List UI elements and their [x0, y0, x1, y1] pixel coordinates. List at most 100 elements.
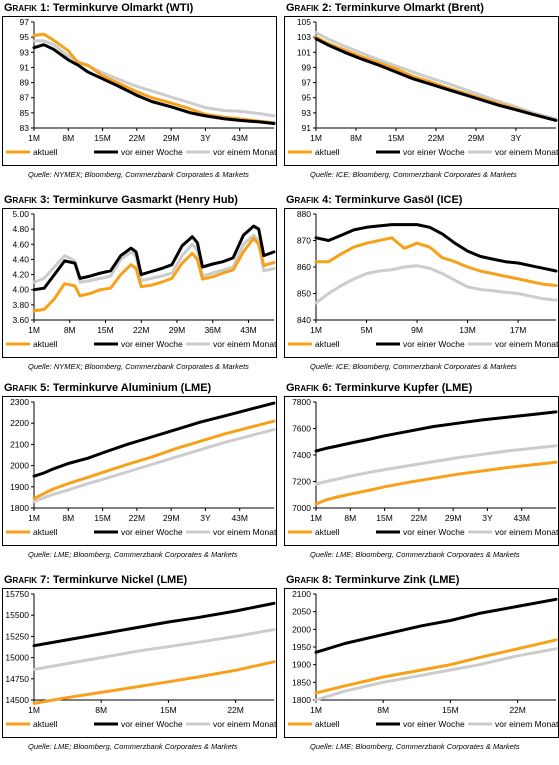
legend-label: vor einem Monat — [213, 527, 277, 537]
chart-panel-g8: Grafik 8: Terminkurve Zink (LME) 1800 1850… — [284, 572, 559, 760]
y-tick-label: 1900 — [292, 660, 311, 670]
x-tick-label: 1M — [28, 325, 40, 335]
x-tick-label: 43M — [231, 513, 248, 523]
y-tick-label: 95 — [302, 93, 312, 103]
chart-title: Grafik 8: Terminkurve Zink (LME) — [286, 574, 459, 586]
series-line-aktuell — [32, 419, 276, 500]
series-line-vor-einem-Monat — [314, 444, 558, 486]
y-tick-label: 99 — [302, 62, 312, 72]
x-tick-label: 1M — [28, 133, 40, 143]
chart-panel-g1: Grafik 1: Terminkurve Olmarkt (WTI) 83 85 8… — [2, 0, 277, 188]
title-separator: : — [328, 2, 335, 14]
x-tick-label: 15M — [388, 133, 405, 143]
grafik-number: 7 — [40, 574, 47, 586]
chart-svg: 7000 7200 7400 7600 7800 1M 8M 15M 22M 29M 3Y 43M ak… — [288, 397, 559, 537]
x-tick-label: 1M — [310, 325, 322, 335]
legend-label: vor einer Woche — [403, 719, 465, 729]
y-tick-label: 7200 — [292, 477, 311, 487]
chart-title-text: Terminkurve Nickel (LME) — [52, 574, 188, 586]
y-tick-label: 103 — [297, 32, 311, 42]
x-tick-label: 29M — [163, 513, 180, 523]
y-tick-label: 85 — [20, 108, 30, 118]
series-line-aktuell — [314, 638, 558, 695]
x-tick-label: 8M — [350, 133, 362, 143]
y-tick-label: 2300 — [10, 397, 29, 407]
chart-svg: 840 850 860 870 880 1M 5M 9M 13M 17M aktuell vor ei… — [288, 209, 559, 349]
series-line-vor-einer-Woche — [314, 223, 558, 273]
x-tick-label: 8M — [344, 513, 356, 523]
legend-label: vor einem Monat — [213, 719, 277, 729]
y-tick-label: 91 — [302, 123, 312, 133]
x-tick-label: 29M — [163, 133, 180, 143]
series-line-vor-einer-Woche — [314, 410, 558, 453]
y-tick-label: 4.80 — [12, 224, 29, 234]
x-tick-label: 29M — [169, 325, 186, 335]
y-tick-label: 89 — [20, 78, 30, 88]
y-tick-label: 93 — [302, 108, 312, 118]
legend-label: vor einer Woche — [121, 339, 183, 349]
y-tick-label: 1800 — [10, 503, 29, 513]
legend-label: aktuell — [33, 147, 58, 157]
y-tick-label: 1950 — [292, 642, 311, 652]
grafik-label: Grafik — [286, 382, 319, 394]
legend-label: aktuell — [315, 527, 340, 537]
chart-panel-g6: Grafik 6: Terminkurve Kupfer (LME) 7000 72… — [284, 380, 559, 568]
y-tick-label: 15500 — [5, 610, 29, 620]
legend-label: aktuell — [33, 719, 58, 729]
series-line-vor-einem-Monat — [32, 39, 276, 118]
x-tick-label: 29M — [445, 513, 462, 523]
x-tick-label: 22M — [428, 133, 445, 143]
y-tick-label: 2050 — [292, 607, 311, 617]
y-tick-label: 7400 — [292, 450, 311, 460]
chart-title: Grafik 3: Terminkurve Gasmarkt (Henry Hu… — [4, 194, 238, 206]
x-tick-label: 13M — [459, 325, 476, 335]
x-tick-label: 15M — [94, 513, 111, 523]
chart-title-text: Terminkurve Olmarkt (Brent) — [334, 2, 484, 14]
series-line-vor-einem-Monat — [314, 264, 558, 305]
chart-frame — [2, 16, 277, 166]
grafik-number: 8 — [322, 574, 329, 586]
series-line-vor-einem-Monat — [314, 31, 558, 121]
x-tick-label: 17M — [510, 325, 527, 335]
x-tick-label: 9M — [411, 325, 423, 335]
x-tick-label: 8M — [95, 705, 107, 715]
chart-title: Grafik 6: Terminkurve Kupfer (LME) — [286, 382, 472, 394]
x-tick-label: 22M — [411, 513, 428, 523]
chart-source: Quelle: LME; Bloomberg, Commerzbank Corp… — [310, 742, 520, 751]
y-tick-label: 97 — [302, 78, 312, 88]
chart-panel-g7: Grafik 7: Terminkurve Nickel (LME) 14500 1… — [2, 572, 277, 760]
title-separator: : — [328, 574, 335, 586]
x-tick-label: 22M — [227, 705, 244, 715]
x-tick-label: 22M — [129, 133, 146, 143]
y-tick-label: 2000 — [10, 461, 29, 471]
x-tick-label: 15M — [97, 325, 114, 335]
x-tick-label: 36M — [204, 325, 221, 335]
chart-title-text: Terminkurve Zink (LME) — [334, 574, 460, 586]
y-tick-label: 880 — [297, 209, 311, 219]
y-tick-label: 1900 — [10, 482, 29, 492]
y-tick-label: 850 — [297, 289, 311, 299]
chart-svg: 1800 1850 1900 1950 2000 2050 2100 1M 8M 15M 22M ak… — [288, 589, 559, 729]
x-tick-label: 8M — [64, 325, 76, 335]
x-tick-label: 43M — [240, 325, 257, 335]
y-tick-label: 4.60 — [12, 239, 29, 249]
title-separator: : — [328, 194, 335, 206]
legend-label: vor einer Woche — [121, 527, 183, 537]
legend-label: vor einem Monat — [495, 527, 559, 537]
chart-panel-g5: Grafik 5: Terminkurve Aluminium (LME) 180… — [2, 380, 277, 568]
chart-panel-g3: Grafik 3: Terminkurve Gasmarkt (Henry Hu… — [2, 192, 277, 380]
legend-label: aktuell — [33, 339, 58, 349]
chart-title: Grafik 2: Terminkurve Olmarkt (Brent) — [286, 2, 484, 14]
chart-title-text: Terminkurve Olmarkt (WTI) — [52, 2, 194, 14]
x-tick-label: 5M — [361, 325, 373, 335]
x-tick-label: 3Y — [482, 513, 493, 523]
x-tick-label: 8M — [62, 513, 74, 523]
x-tick-label: 1M — [310, 513, 322, 523]
y-tick-label: 7600 — [292, 424, 311, 434]
x-tick-label: 29M — [468, 133, 485, 143]
grafik-number: 2 — [322, 2, 329, 14]
chart-title: Grafik 4: Terminkurve Gasöl (ICE) — [286, 194, 462, 206]
y-tick-label: 2100 — [292, 589, 311, 599]
title-separator: : — [46, 2, 53, 14]
y-tick-label: 7000 — [292, 503, 311, 513]
